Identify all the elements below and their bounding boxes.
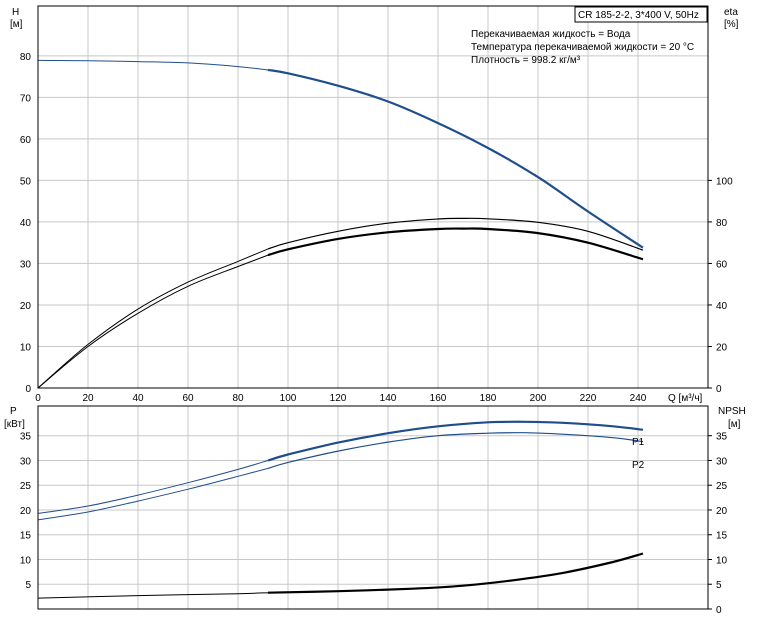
bottom-y-right-tick-label: 15 xyxy=(716,531,728,542)
x-tick-label: 140 xyxy=(380,393,397,404)
top-y-left-unit: [м] xyxy=(10,19,23,30)
x-tick-label: 100 xyxy=(280,393,297,404)
series-label-p2: P2 xyxy=(632,460,645,471)
x-tick-label: 40 xyxy=(132,393,144,404)
top-y-right-tick-label: 0 xyxy=(716,384,722,395)
head-curve-thin xyxy=(37,59,269,71)
p2-power-curve xyxy=(267,432,644,469)
top-y-right-tick-label: 40 xyxy=(716,301,728,312)
x-tick-label: 20 xyxy=(82,393,94,404)
bottom-y-right-tick-label: 25 xyxy=(716,481,728,492)
x-tick-label: 80 xyxy=(232,393,244,404)
efficiency-upper-curve-thin xyxy=(37,248,269,389)
npsh-curve-thin xyxy=(37,592,269,599)
npsh-curve xyxy=(267,552,644,594)
bottom-y-right-tick-label: 5 xyxy=(716,580,722,591)
bottom-y-right-tick-label: 0 xyxy=(716,605,722,616)
top-y-right-unit: [%] xyxy=(724,19,739,30)
ticks-layer: 0 20 40 60 80 100 120 140 160 180 200 220 2400102030… xyxy=(20,52,733,616)
top-y-right-tick-label: 100 xyxy=(716,176,733,187)
efficiency-upper-curve xyxy=(267,217,644,251)
p2-power-curve-thin xyxy=(37,467,269,521)
info-model-box xyxy=(574,6,708,23)
top-y-left-tick-label: 50 xyxy=(20,176,32,187)
info-line-3: Плотность = 998.2 кг/м³ xyxy=(471,55,581,66)
top-y-right-tick-label: 60 xyxy=(716,259,728,270)
x-tick-label: 160 xyxy=(430,393,447,404)
series-label-p1: P1 xyxy=(632,437,645,448)
info-line-2: Температура перекачиваемой жидкости = 20… xyxy=(471,42,694,53)
p1-power-curve-thin xyxy=(37,460,269,514)
top-y-right-tick-label: 80 xyxy=(716,218,728,229)
bottom-y-left-tick-label: 20 xyxy=(20,506,32,517)
efficiency-lower-curve-thin xyxy=(37,254,269,389)
top-y-left-tick-label: 80 xyxy=(20,52,32,63)
top-y-right-tick-label: 20 xyxy=(716,342,728,353)
x-axis-label: Q [м³/ч] xyxy=(668,393,703,404)
top-plot-frame xyxy=(37,5,709,389)
bottom-y-left-tick-label: 25 xyxy=(20,481,32,492)
top-y-left-label: H xyxy=(12,7,19,18)
x-tick-label: 120 xyxy=(330,393,347,404)
top-y-left-tick-label: 30 xyxy=(20,259,32,270)
x-tick-label: 200 xyxy=(530,393,547,404)
p1-power-curve xyxy=(267,420,644,462)
bottom-y-left-tick-label: 15 xyxy=(20,531,32,542)
bottom-y-right-tick-label: 10 xyxy=(716,555,728,566)
top-y-right-label: eta xyxy=(724,7,738,18)
bottom-y-right-unit: [м] xyxy=(728,419,741,430)
bottom-y-left-tick-label: 5 xyxy=(25,580,31,591)
bottom-y-right-tick-label: 20 xyxy=(716,506,728,517)
x-tick-label: 180 xyxy=(480,393,497,404)
bottom-y-left-unit: [кВт] xyxy=(4,419,25,430)
x-tick-label: 220 xyxy=(580,393,597,404)
top-y-left-tick-label: 60 xyxy=(20,135,32,146)
top-grid-layer xyxy=(37,6,708,389)
bottom-y-left-tick-label: 10 xyxy=(20,555,32,566)
head-curve xyxy=(267,68,644,249)
x-tick-label: 240 xyxy=(630,393,647,404)
top-y-left-tick-label: 10 xyxy=(20,342,32,353)
x-tick-label: 0 xyxy=(35,393,41,404)
bottom-y-left-tick-label: 30 xyxy=(20,456,32,467)
top-y-left-tick-label: 70 xyxy=(20,93,32,104)
info-model: CR 185-2-2, 3*400 V, 50Hz xyxy=(578,10,699,21)
x-tick-label: 60 xyxy=(182,393,194,404)
info-line-1: Перекачиваемая жидкость = Вода xyxy=(471,29,631,40)
bottom-y-left-tick-label: 35 xyxy=(20,432,32,443)
bottom-plot-frame xyxy=(37,405,709,610)
top-y-left-tick-label: 20 xyxy=(20,301,32,312)
bottom-y-right-label: NPSH xyxy=(718,406,746,417)
efficiency-lower-curve xyxy=(267,227,644,261)
top-y-left-tick-label: 40 xyxy=(20,218,32,229)
top-y-left-tick-label: 0 xyxy=(25,384,31,395)
bottom-y-right-tick-label: 30 xyxy=(716,456,728,467)
bottom-y-right-tick-label: 35 xyxy=(716,432,728,443)
curves-layer xyxy=(37,59,644,599)
bottom-y-left-label: P xyxy=(10,406,17,417)
